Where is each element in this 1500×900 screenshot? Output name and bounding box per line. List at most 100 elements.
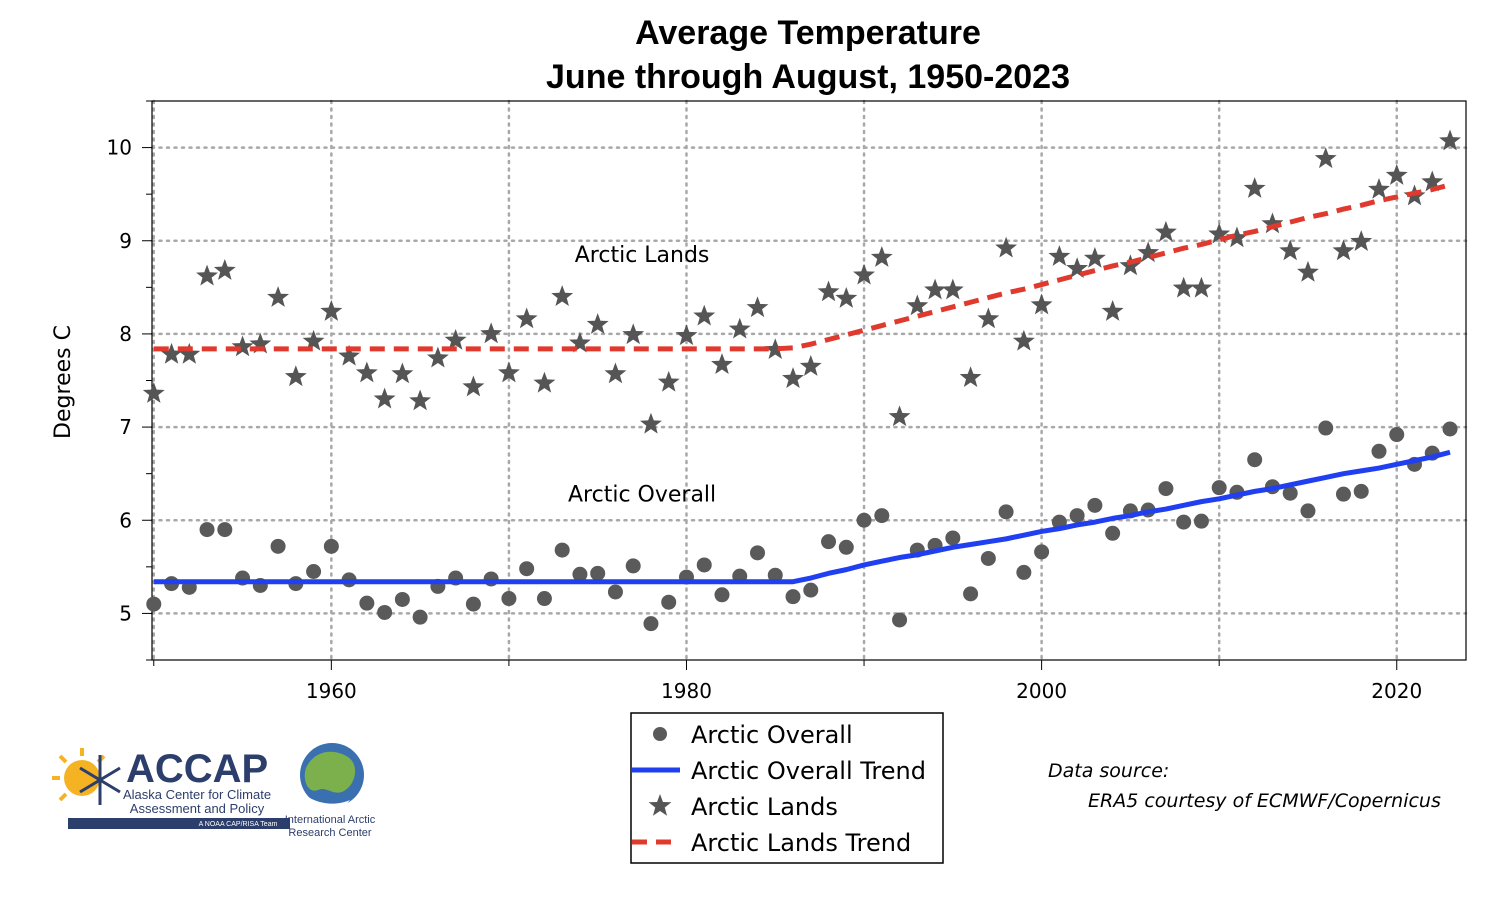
arctic-lands-point-1950 <box>142 382 165 403</box>
arctic-lands-point-1980 <box>675 324 698 346</box>
arctic-lands-point-1956 <box>249 332 272 354</box>
arctic-lands-point-1989 <box>835 287 858 308</box>
arctic-lands-point-1951 <box>160 342 183 364</box>
arctic-overall-point-1976 <box>607 584 623 600</box>
chart-title-line2: June through August, 1950-2023 <box>546 58 1070 96</box>
arctic-overall-point-2009 <box>1193 513 1209 529</box>
arctic-overall-point-2018 <box>1353 483 1369 499</box>
arctic-lands-point-1986 <box>782 367 804 388</box>
x-axis-ticks: 1960 1980 2000 2020 <box>153 660 1422 703</box>
y-tick-label: 7 <box>119 415 132 439</box>
arctic-lands-point-1968 <box>462 375 485 397</box>
arctic-lands-point-2002 <box>1066 257 1089 278</box>
arctic-lands-point-1962 <box>355 361 378 383</box>
arctic-lands-point-2008 <box>1172 276 1195 298</box>
arctic-overall-point-2012 <box>1247 452 1263 468</box>
arctic-lands-point-2020 <box>1385 164 1408 185</box>
arctic-lands-point-1979 <box>657 370 680 392</box>
arctic-lands-point-2010 <box>1208 222 1231 244</box>
arctic-overall-point-1959 <box>306 563 322 579</box>
legend-marker-arctic-overall <box>653 727 667 741</box>
arctic-overall-point-1971 <box>519 561 535 577</box>
arctic-overall-point-1978 <box>643 616 659 632</box>
arctic-lands-point-1993 <box>906 294 929 316</box>
arctic-lands-point-1994 <box>924 278 947 300</box>
arctic-overall-point-1960 <box>323 538 339 554</box>
arctic-lands-point-2019 <box>1368 178 1390 199</box>
arctic-overall-point-1972 <box>536 591 552 607</box>
arctic-overall-point-2003 <box>1087 497 1103 513</box>
arctic-lands-point-2000 <box>1030 293 1053 315</box>
arctic-overall-point-2015 <box>1300 503 1316 519</box>
arctic-overall-point-1968 <box>465 596 481 612</box>
arctic-overall-point-1987 <box>803 582 819 598</box>
y-tick-label: 6 <box>119 508 132 532</box>
arctic-lands-point-1976 <box>604 362 627 384</box>
arctic-overall-point-1991 <box>874 508 890 524</box>
y-axis-ticks: 5 6 7 8 9 10 <box>107 100 152 661</box>
arctic-lands-point-1996 <box>959 366 982 388</box>
data-source-value: ERA5 courtesy of ECMWF/Copernicus <box>1088 790 1441 812</box>
arctic-overall-point-1963 <box>377 604 393 620</box>
arctic-lands-point-1991 <box>870 246 893 267</box>
arctic-lands-point-1975 <box>586 313 609 334</box>
data-source-label: Data source: <box>1048 760 1169 782</box>
legend-label-arctic-lands: Arctic Lands <box>691 793 838 821</box>
arctic-overall-point-1990 <box>856 512 872 528</box>
arctic-lands-point-1964 <box>391 362 414 384</box>
chart-title-line1: Average Temperature <box>635 14 981 52</box>
series-arctic-overall <box>146 420 1458 632</box>
arctic-lands-point-2001 <box>1048 245 1071 266</box>
snowflake-icon <box>79 755 121 805</box>
legend: Arctic Overall Arctic Overall Trend Arct… <box>630 712 944 864</box>
arctic-lands-point-1952 <box>178 342 201 364</box>
arctic-overall-point-1985 <box>767 567 783 583</box>
arctic-overall-point-1988 <box>821 534 837 550</box>
arctic-lands-point-1981 <box>693 304 716 326</box>
sun-icon <box>52 748 106 802</box>
arctic-lands-point-2023 <box>1439 129 1461 151</box>
arctic-lands-point-2017 <box>1332 239 1355 261</box>
series-arctic-lands <box>142 129 1461 434</box>
arctic-overall-point-1953 <box>199 522 215 538</box>
arctic-overall-point-2000 <box>1034 544 1050 560</box>
arctic-lands-point-1992 <box>888 405 911 427</box>
arctic-lands-point-1961 <box>338 344 361 366</box>
arctic-lands-point-2016 <box>1314 147 1337 169</box>
arctic-lands-point-2012 <box>1243 177 1266 198</box>
legend-box <box>630 712 944 864</box>
arctic-lands-point-1999 <box>1012 329 1035 351</box>
arctic-overall-point-1981 <box>696 557 712 573</box>
arctic-overall-point-1957 <box>270 538 286 554</box>
x-tick-label: 1960 <box>306 679 357 703</box>
iarc-line1: International Arctic <box>285 814 376 826</box>
arctic-lands-point-1998 <box>995 236 1018 258</box>
accap-line2: Assessment and Policy <box>130 801 265 816</box>
arctic-overall-point-2023 <box>1442 421 1458 437</box>
arctic-lands-point-2013 <box>1261 212 1284 234</box>
x-tick-label: 1980 <box>661 679 712 703</box>
arctic-lands-point-1978 <box>640 412 662 434</box>
arctic-overall-point-2004 <box>1105 525 1121 541</box>
arctic-lands-point-2018 <box>1350 230 1373 251</box>
arctic-overall-point-1965 <box>412 609 428 625</box>
arctic-overall-point-1986 <box>785 589 801 605</box>
arctic-lands-point-1967 <box>444 328 467 350</box>
arctic-lands-point-1971 <box>515 307 538 329</box>
arctic-overall-point-1970 <box>501 591 517 607</box>
arctic-lands-point-1995 <box>941 278 964 300</box>
arctic-overall-point-1975 <box>590 565 606 581</box>
arctic-lands-point-1969 <box>480 322 503 344</box>
arctic-lands-point-1965 <box>409 389 432 411</box>
arctic-overall-point-1962 <box>359 595 375 611</box>
arctic-lands-point-2015 <box>1297 260 1319 282</box>
arctic-overall-point-2016 <box>1318 420 1334 436</box>
arctic-lands-trend-line <box>153 182 1451 352</box>
arctic-overall-point-2008 <box>1176 514 1192 530</box>
arctic-lands-point-2011 <box>1226 226 1248 248</box>
arctic-lands-point-1988 <box>817 280 840 302</box>
arctic-lands-point-1959 <box>302 329 325 351</box>
arctic-overall-point-1984 <box>750 545 766 561</box>
arctic-overall-point-1999 <box>1016 564 1032 580</box>
y-tick-label: 5 <box>119 601 132 625</box>
